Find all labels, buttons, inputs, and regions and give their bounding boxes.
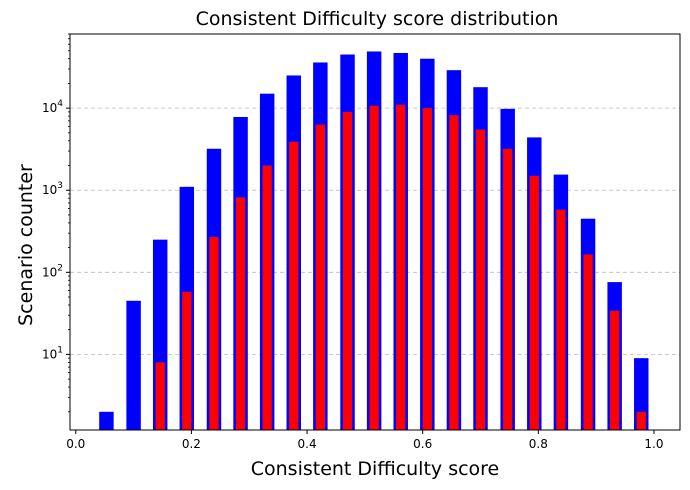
x-tick-label: 0.8 [529, 437, 548, 451]
bar-red [289, 141, 299, 430]
x-tick-label: 0.0 [66, 437, 85, 451]
plot-frame [69, 33, 681, 431]
bar-red [503, 148, 513, 431]
x-tick-label: 0.4 [298, 437, 317, 451]
bars [99, 51, 649, 431]
bar-red [475, 129, 486, 430]
bar-red [610, 310, 620, 430]
bar-red [182, 291, 192, 430]
bar-red [636, 411, 646, 430]
x-axis: 0.0 0.2 0.4 0.6 0.8 1.0 [66, 430, 664, 451]
bar-red [422, 108, 432, 431]
bar-red [209, 236, 219, 430]
y-tick-label: 103 [42, 181, 63, 197]
bar-red [315, 124, 325, 431]
chart-title: Consistent Difficulty score distribution [196, 8, 559, 30]
bar-red [529, 175, 539, 430]
y-axis-label: Scenario counter [15, 164, 37, 326]
bar-blue [126, 300, 141, 430]
bar-red [155, 362, 165, 430]
x-axis-label: Consistent Difficulty score [251, 458, 500, 480]
bar-red [556, 209, 566, 430]
bar-red [342, 111, 353, 430]
bar-red [396, 104, 406, 431]
bar-red [449, 115, 459, 431]
y-tick-label: 101 [42, 345, 63, 361]
y-axis: 101 102 103 104 [42, 33, 70, 413]
bar-blue [99, 411, 114, 430]
y-tick-label: 102 [42, 263, 63, 279]
bar-red [369, 105, 379, 430]
x-tick-label: 0.6 [413, 437, 432, 451]
x-tick-label: 1.0 [644, 437, 663, 451]
bar-red [262, 165, 272, 430]
y-tick-label: 104 [42, 99, 63, 115]
bar-red [235, 197, 246, 430]
x-tick-label: 0.2 [182, 437, 201, 451]
bar-red [583, 254, 593, 430]
